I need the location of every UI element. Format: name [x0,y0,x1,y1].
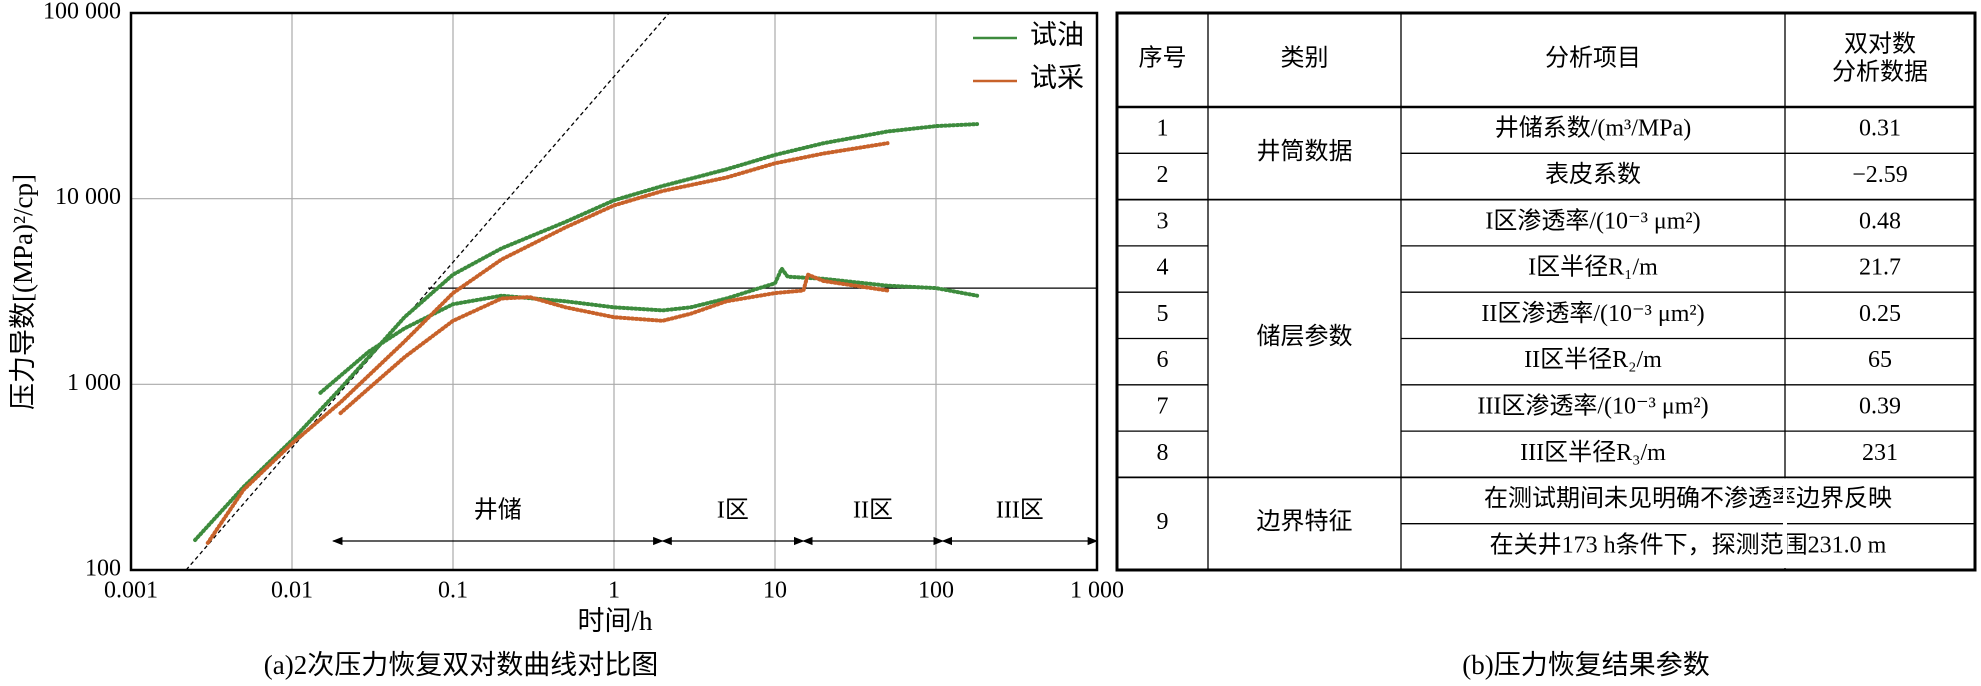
item-cell: I区半径R₁/m [1528,254,1658,281]
table-header: 分析项目 [1545,45,1641,72]
item-cell: III区半径R₃/m [1520,439,1666,466]
item-cell: 井储系数/(m³/MPa) [1495,115,1692,142]
merge-cover [1783,478,1787,568]
table-caption: (b)压力恢复结果参数 [1462,650,1709,680]
table-header: 分析数据 [1832,59,1928,86]
row-number: 2 [1157,162,1169,188]
value-cell: 0.25 [1859,301,1901,327]
regime-label: 井储 [474,497,522,524]
value-cell: 65 [1868,347,1892,373]
category-cell: 井筒数据 [1257,138,1353,165]
category-cell: 边界特征 [1257,508,1353,535]
item-cell: II区渗透率/(10⁻³ μm²) [1481,300,1704,327]
row-number: 8 [1157,440,1169,466]
value-cell: 0.48 [1859,208,1901,234]
y-tick-label: 10 000 [55,184,121,210]
row-number: 7 [1157,393,1169,419]
value-cell: 21.7 [1859,255,1901,281]
note-cell: 在关井173 h条件下，探测范围231.0 m [1490,531,1887,558]
regime-label: II区 [853,498,893,524]
x-axis-label: 时间/h [577,606,653,636]
x-tick-label: 1 [608,578,620,604]
item-cell: III区渗透率/(10⁻³ μm²) [1477,392,1708,419]
y-tick-label: 100 [85,556,121,582]
item-cell: 表皮系数 [1545,161,1641,188]
row-number: 4 [1157,255,1169,281]
y-tick-label: 100 000 [43,0,121,25]
x-tick-label: 10 [763,578,787,604]
item-cell: I区渗透率/(10⁻³ μm²) [1485,207,1700,234]
chart-caption: (a)2次压力恢复双对数曲线对比图 [264,650,658,680]
regime-label: I区 [717,498,749,524]
row-number: 3 [1157,208,1169,234]
y-axis-label: 压力导数[(MPa)²/cp] [8,174,38,410]
legend-label: 试采 [1030,63,1084,93]
x-tick-label: 100 [918,578,954,604]
value-cell: 231 [1862,440,1898,466]
pressure-curve [193,122,980,542]
value-cell: −2.59 [1852,162,1908,188]
x-tick-label: 1 000 [1070,578,1124,604]
row-number: 5 [1157,301,1169,327]
legend-label: 试油 [1030,20,1084,50]
row-number: 9 [1157,509,1169,535]
table-frame [1115,11,1977,572]
plot-frame [129,11,1099,572]
x-tick-label: 0.1 [438,578,468,604]
value-cell: 0.39 [1859,393,1901,419]
unit-slope-line [185,13,670,570]
row-number: 1 [1157,116,1169,142]
value-cell: 0.31 [1859,116,1901,142]
x-tick-label: 0.01 [271,578,313,604]
derivative-curve [318,264,980,395]
category-cell: 储层参数 [1257,323,1353,350]
row-number: 6 [1157,347,1169,373]
table-header: 双对数 [1844,31,1916,58]
pressure-curve [205,141,890,545]
table-header: 序号 [1139,45,1187,72]
regime-label: III区 [996,498,1044,524]
y-tick-label: 1 000 [67,370,121,396]
derivative-curve [338,271,890,416]
table-header: 类别 [1281,45,1329,72]
item-cell: II区半径R₂/m [1524,346,1662,373]
x-tick-label: 0.001 [104,578,158,604]
note-cell: 在测试期间未见明确不渗透率边界反映 [1484,485,1892,512]
